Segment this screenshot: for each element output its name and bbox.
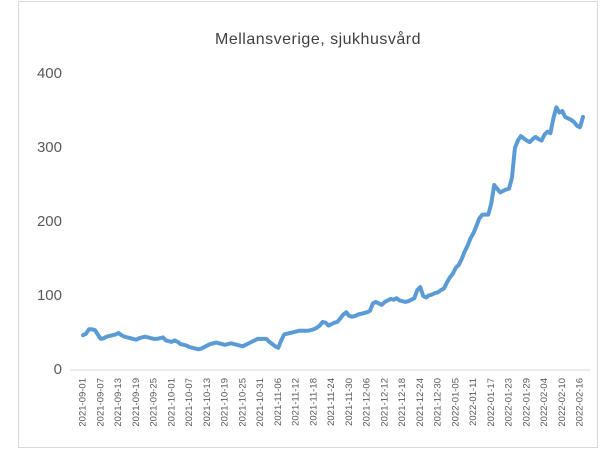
x-tick-label: 2021-12-18 (397, 378, 408, 427)
x-tick-label: 2021-12-06 (362, 378, 373, 427)
x-tick-label: 2021-09-01 (78, 378, 89, 427)
x-tick-label: 2022-01-17 (486, 378, 497, 427)
x-tick-label: 2021-09-19 (131, 378, 142, 427)
x-tick-label: 2021-11-18 (308, 378, 319, 426)
chart-title: Mellansverige, sjukhusvård (215, 30, 421, 48)
x-tick-label: 2021-10-07 (184, 378, 195, 427)
x-tick-label: 2021-12-12 (379, 378, 390, 427)
chart-border (18, 1, 598, 448)
x-tick-label: 2022-02-10 (557, 378, 568, 427)
x-tick-label: 2021-10-19 (220, 378, 231, 427)
x-tick-label: 2021-09-13 (113, 378, 124, 427)
x-tick-label: 2022-01-29 (521, 378, 532, 427)
x-tick-label: 2021-10-25 (237, 378, 248, 427)
x-tick-label: 2021-11-12 (291, 378, 302, 426)
y-tick-label: 300 (37, 139, 62, 156)
x-tick-label: 2022-01-05 (450, 378, 461, 427)
x-tick-label: 2022-02-04 (539, 378, 550, 427)
x-tick-label: 2021-12-30 (433, 378, 444, 427)
x-tick-label: 2022-01-23 (504, 378, 515, 427)
y-tick-label: 400 (37, 65, 62, 82)
x-tick-label: 2021-10-13 (202, 378, 213, 427)
x-tick-label: 2021-11-06 (273, 378, 284, 426)
x-tick-label: 2021-10-01 (166, 378, 177, 427)
x-tick-label: 2022-02-16 (575, 378, 586, 427)
x-tick-label: 2021-10-31 (255, 378, 266, 427)
x-tick-label: 2021-09-25 (149, 378, 160, 427)
data-line (81, 105, 585, 352)
y-tick-label: 0 (54, 361, 62, 378)
x-tick-label: 2021-12-24 (415, 378, 426, 427)
y-tick-label: 200 (37, 213, 62, 230)
y-tick-label: 100 (37, 287, 62, 304)
x-tick-label: 2021-09-07 (95, 378, 106, 427)
x-tick-label: 2021-11-30 (344, 378, 355, 426)
x-tick-label: 2022-01-11 (468, 378, 479, 426)
x-tick-label: 2021-11-24 (326, 378, 337, 426)
